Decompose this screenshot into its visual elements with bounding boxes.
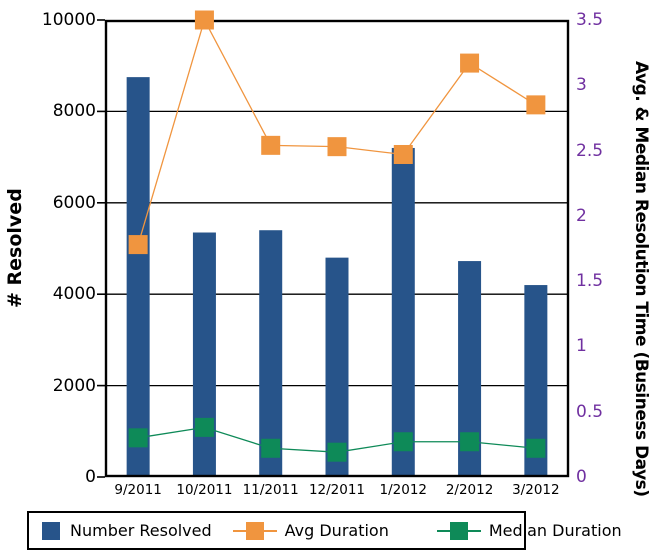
right-axis-tick-2: 2	[576, 205, 587, 226]
x-axis-label-3/2012: 3/2012	[512, 482, 560, 498]
right-axis-tick-1: 1	[576, 336, 587, 357]
x-axis-label-11/2011: 11/2011	[242, 482, 299, 498]
x-axis-label-12/2011: 12/2011	[308, 482, 366, 498]
left-axis-tick-8000: 8000	[52, 101, 96, 122]
left-axis-tick-10000: 10000	[41, 10, 96, 30]
right-axis-tick-3.5: 3.5	[576, 10, 604, 30]
right-axis-tick-1.5: 1.5	[576, 271, 604, 292]
legend-label-avg-duration: Avg Duration	[284, 521, 389, 540]
x-axis-label-2/2012: 2/2012	[445, 482, 494, 498]
left-axis-tick-0: 0	[85, 467, 96, 487]
legend-marker-median-duration	[436, 521, 481, 541]
x-axis-label-1/2012: 1/2012	[379, 482, 428, 498]
left-axis-tick-6000: 6000	[52, 192, 96, 213]
legend-marker-avg-duration	[232, 521, 277, 541]
legend-square-avg-duration	[245, 521, 264, 540]
left-axis-title: # Resolved	[4, 188, 26, 309]
left-axis-tick-2000: 2000	[52, 375, 96, 396]
legend: Number Resolved Avg Duration Median Dura…	[27, 511, 622, 550]
right-axis-tick-3: 3	[576, 75, 587, 96]
legend-label-median-duration: Median Duration	[488, 521, 622, 540]
right-axis-tick-0: 0	[576, 467, 587, 487]
legend-item-median-duration: Median Duration	[436, 521, 622, 541]
chart-plot-area	[97, 10, 570, 478]
right-axis-tick-2.5: 2.5	[576, 140, 604, 161]
left-axis-tick-4000: 4000	[52, 284, 96, 305]
right-axis-tick-0.5: 0.5	[576, 401, 604, 422]
x-axis-label-10/2011: 10/2011	[176, 482, 233, 498]
legend-item-number-resolved: Number Resolved	[42, 521, 212, 540]
legend-item-avg-duration: Avg Duration	[232, 521, 389, 541]
legend-label-number-resolved: Number Resolved	[70, 521, 212, 540]
legend-square-median-duration	[449, 521, 468, 540]
right-axis-title: Avg. & Median Resolution Time (Business …	[631, 60, 651, 497]
x-axis-label-9/2011: 9/2011	[114, 482, 162, 498]
legend-swatch-number-resolved	[42, 521, 60, 540]
